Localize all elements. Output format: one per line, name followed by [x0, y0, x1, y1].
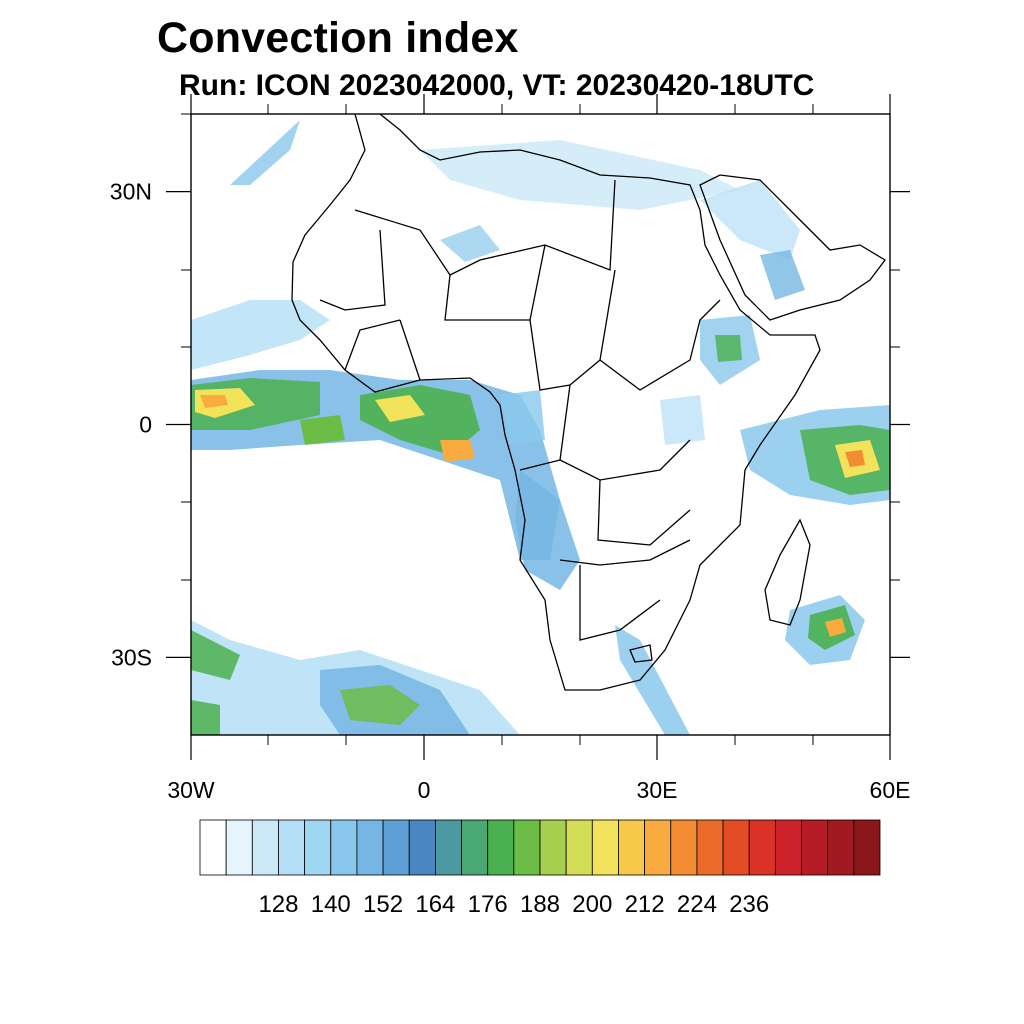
convection-field — [191, 120, 890, 735]
colorbar-label: 212 — [625, 891, 665, 918]
x-tick-label: 30E — [637, 777, 678, 803]
x-tick-label: 30W — [167, 777, 215, 803]
colorbar-swatch — [591, 819, 619, 876]
colorbar-label: 176 — [468, 891, 508, 918]
colorbar-swatch — [801, 819, 829, 876]
colorbar-labels: 128 140 152 164 176 188 200 212 224 236 — [258, 891, 769, 918]
colorbar-label: 236 — [729, 891, 769, 918]
major-ticks — [166, 94, 910, 760]
colorbar-swatch — [670, 819, 698, 876]
colorbar-swatch — [408, 819, 436, 876]
colorbar-label: 140 — [311, 891, 351, 918]
colorbar-swatch — [487, 819, 515, 876]
colorbar-swatch — [251, 819, 279, 876]
minor-ticks — [181, 104, 900, 745]
colorbar-swatch — [774, 819, 802, 876]
colorbar-swatch — [356, 819, 384, 876]
colorbar-swatch — [644, 819, 672, 876]
colorbar-swatch — [434, 819, 462, 876]
colorbar-swatch — [539, 819, 567, 876]
y-tick-label: 0 — [139, 412, 152, 438]
colorbar-swatch — [382, 819, 410, 876]
colorbar-swatch — [748, 819, 776, 876]
colorbar-label: 188 — [520, 891, 560, 918]
colorbar-label: 128 — [258, 891, 298, 918]
colorbar — [199, 819, 881, 876]
x-tick-label: 0 — [418, 777, 431, 803]
y-tick-label: 30S — [111, 644, 152, 670]
colorbar-swatch — [513, 819, 541, 876]
colorbar-label: 164 — [415, 891, 455, 918]
colorbar-swatch — [330, 819, 358, 876]
colorbar-swatch — [199, 819, 227, 876]
coastlines — [291, 114, 886, 691]
colorbar-swatch — [278, 819, 306, 876]
colorbar-swatch — [225, 819, 253, 876]
colorbar-label: 224 — [677, 891, 717, 918]
colorbar-swatch — [304, 819, 332, 876]
colorbar-label: 152 — [363, 891, 403, 918]
colorbar-swatch — [461, 819, 489, 876]
y-tick-label: 30N — [110, 179, 152, 205]
colorbar-swatch — [618, 819, 646, 876]
x-tick-label: 60E — [870, 777, 911, 803]
colorbar-swatch — [853, 819, 881, 876]
axis-tick-labels: 30W 0 30E 60E 30N 0 30S — [110, 179, 911, 803]
colorbar-swatch — [827, 819, 855, 876]
colorbar-swatch — [565, 819, 593, 876]
colorbar-swatch — [696, 819, 724, 876]
chart-title: Convection index — [157, 14, 519, 62]
run-info-subtitle: Run: ICON 2023042000, VT: 20230420-18UTC — [179, 69, 815, 102]
colorbar-swatch — [722, 819, 750, 876]
colorbar-label: 200 — [572, 891, 612, 918]
